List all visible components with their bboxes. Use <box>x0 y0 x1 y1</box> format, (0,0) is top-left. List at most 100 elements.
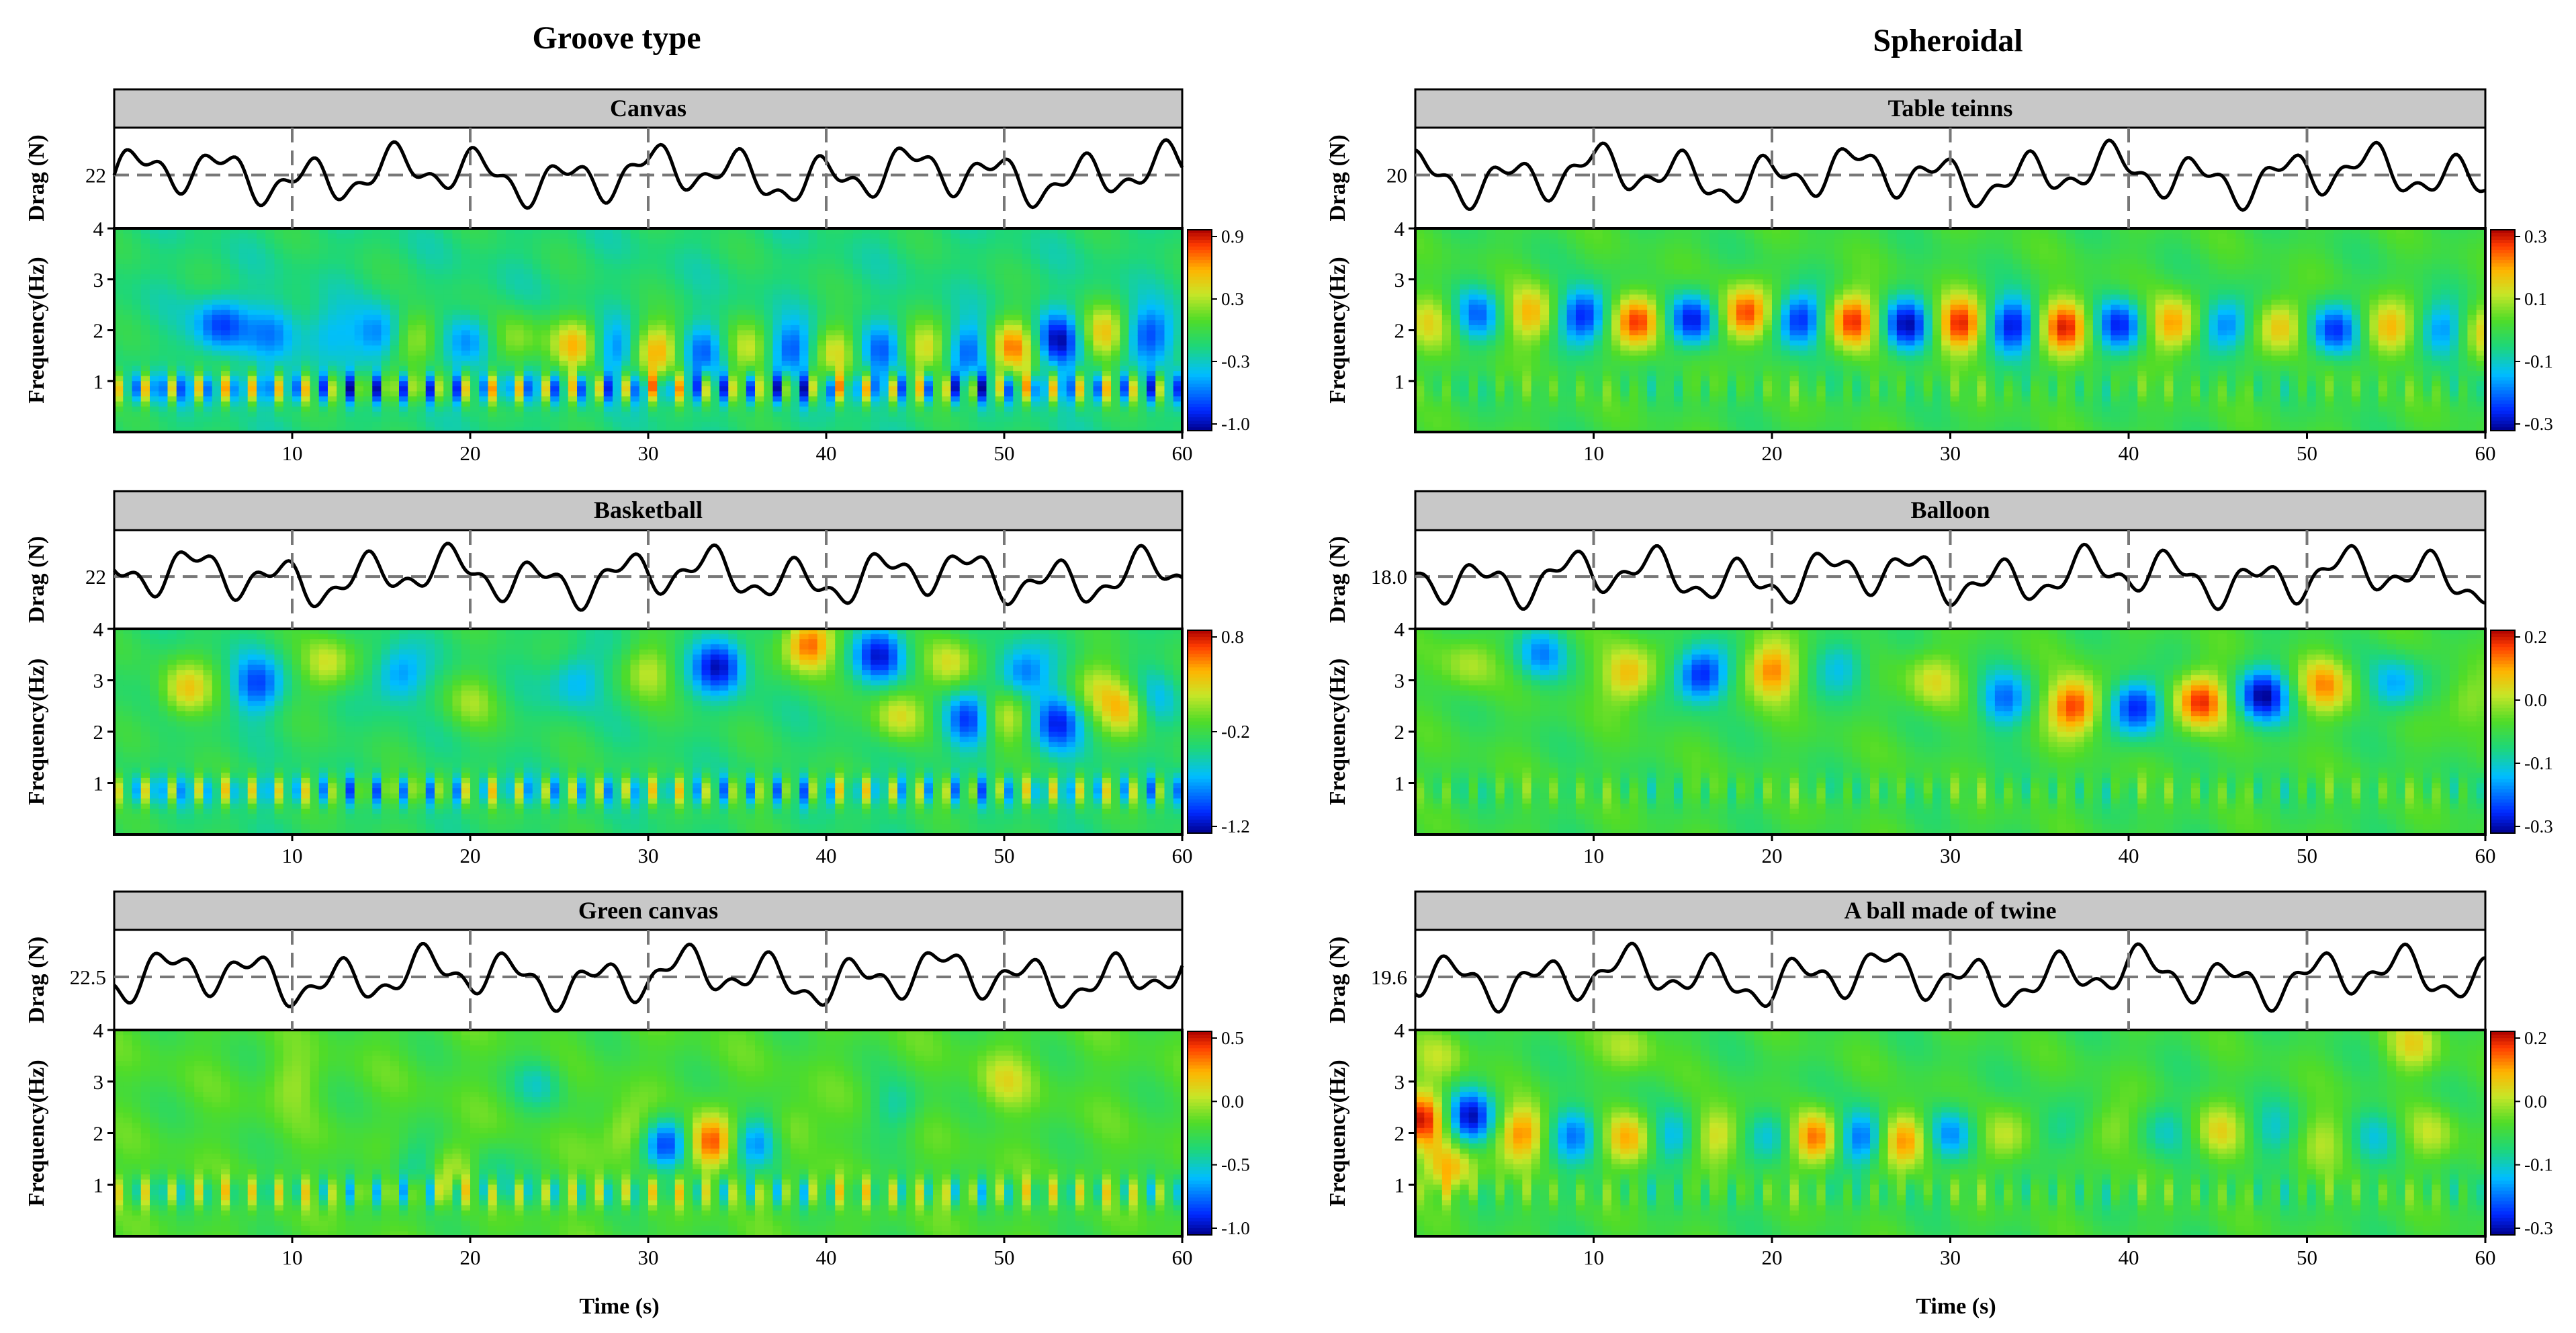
heatmap-cell <box>221 371 230 376</box>
heatmap-cell <box>310 249 320 254</box>
heatmap-cell <box>114 325 124 331</box>
heatmap-cell <box>230 381 239 386</box>
heatmap-cell <box>194 345 204 351</box>
heatmap-cell <box>114 331 124 336</box>
heatmap-cell <box>265 417 275 422</box>
heatmap-cell <box>123 264 132 269</box>
heatmap-cell <box>123 351 132 356</box>
heatmap-cell <box>221 284 230 290</box>
heatmap-cell <box>363 234 373 239</box>
heatmap-cell <box>346 422 355 427</box>
heatmap-cell <box>248 366 257 372</box>
heatmap-cell <box>310 264 320 269</box>
heatmap-cell <box>382 402 391 407</box>
heatmap-cell <box>257 355 266 361</box>
heatmap-cell <box>141 280 150 285</box>
heatmap-cell <box>355 305 364 310</box>
heatmap-cell <box>159 315 168 320</box>
heatmap-cell <box>150 335 159 341</box>
heatmap-cell <box>346 417 355 422</box>
heatmap-cell <box>337 341 346 346</box>
heatmap-cell <box>230 315 239 320</box>
heatmap-cell <box>265 335 275 341</box>
heatmap-cell <box>301 239 310 244</box>
heatmap-cell <box>292 239 302 244</box>
heatmap-cell <box>150 325 159 331</box>
heatmap-cell <box>310 325 320 331</box>
heatmap-cell <box>141 371 150 376</box>
heatmap-cell <box>283 284 293 290</box>
heatmap-cell <box>292 355 302 361</box>
heatmap-cell <box>355 376 364 382</box>
heatmap-cell <box>159 422 168 427</box>
heatmap-cell <box>194 269 204 275</box>
heatmap-cell <box>346 264 355 269</box>
heatmap-cell <box>355 396 364 402</box>
heatmap-cell <box>382 259 391 264</box>
heatmap-cell <box>177 254 186 259</box>
heatmap-cell <box>265 294 275 300</box>
heatmap-cell <box>185 239 195 244</box>
heatmap-cell <box>221 335 230 341</box>
heatmap-cell <box>399 290 408 295</box>
heatmap-cell <box>372 320 382 325</box>
heatmap-cell <box>337 422 346 427</box>
heatmap-cell <box>382 381 391 386</box>
heatmap-cell <box>328 310 337 315</box>
heatmap-cell <box>185 244 195 249</box>
heatmap-cell <box>399 274 408 280</box>
heatmap-cell <box>346 294 355 300</box>
heatmap-cell <box>177 381 186 386</box>
heatmap-cell <box>141 310 150 315</box>
heatmap-cell <box>328 264 337 269</box>
heatmap-cell <box>319 376 328 382</box>
heatmap-cell <box>337 402 346 407</box>
heatmap-cell <box>390 381 400 386</box>
heatmap-cell <box>363 331 373 336</box>
heatmap-cell <box>390 355 400 361</box>
heatmap-cell <box>150 371 159 376</box>
heatmap-cell <box>355 335 364 341</box>
heatmap-cell <box>275 351 284 356</box>
heatmap-cell <box>310 345 320 351</box>
heatmap-cell <box>123 239 132 244</box>
heatmap-cell <box>230 412 239 417</box>
heatmap-cell <box>141 315 150 320</box>
heatmap-cell <box>168 417 177 422</box>
heatmap-cell <box>248 331 257 336</box>
heatmap-cell <box>204 331 213 336</box>
heatmap-cell <box>177 280 186 285</box>
heatmap-cell <box>257 351 266 356</box>
heatmap-cell <box>372 294 382 300</box>
heatmap-cell <box>177 325 186 331</box>
heatmap-cell <box>212 325 222 331</box>
heatmap-cell <box>212 254 222 259</box>
heatmap-cell <box>239 391 249 396</box>
heatmap-cell <box>168 386 177 392</box>
heatmap-cell <box>382 331 391 336</box>
heatmap-cell <box>194 320 204 325</box>
heatmap-cell <box>301 254 310 259</box>
heatmap-cell <box>185 381 195 386</box>
heatmap-cell <box>204 355 213 361</box>
heatmap-cell <box>399 284 408 290</box>
heatmap-cell <box>346 320 355 325</box>
heatmap-cell <box>382 391 391 396</box>
heatmap-cell <box>230 310 239 315</box>
heatmap-cell <box>168 305 177 310</box>
heatmap-cell <box>310 396 320 402</box>
heatmap-cell <box>239 254 249 259</box>
heatmap-cell <box>372 244 382 249</box>
heatmap-cell <box>363 386 373 392</box>
heatmap-cell <box>265 341 275 346</box>
heatmap-cell <box>301 310 310 315</box>
heatmap-cell <box>185 417 195 422</box>
heatmap-cell <box>346 290 355 295</box>
heatmap-cell <box>204 259 213 264</box>
heatmap-cell <box>399 254 408 259</box>
heatmap-cell <box>372 361 382 366</box>
heatmap-cell <box>382 305 391 310</box>
heatmap-cell <box>355 280 364 285</box>
heatmap-cell <box>382 280 391 285</box>
heatmap-cell <box>372 331 382 336</box>
